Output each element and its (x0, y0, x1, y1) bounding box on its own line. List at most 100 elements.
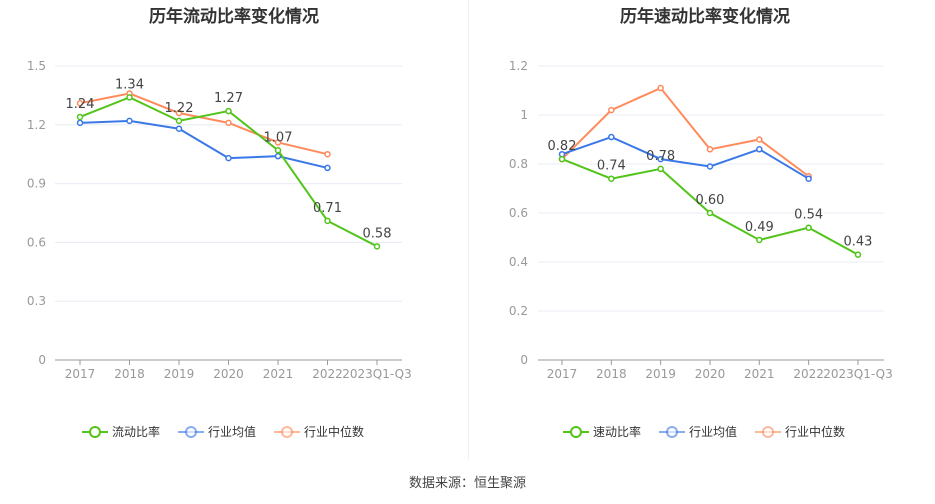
data-source: 数据来源：恒生聚源 (408, 476, 526, 491)
data-point-median (225, 119, 232, 127)
data-point-company (175, 117, 183, 125)
x-tick-label: 2020 (213, 367, 244, 381)
legend-label: 行业中位数 (304, 424, 364, 439)
y-tick-label: 0.3 (27, 294, 46, 308)
data-point-median (608, 106, 615, 114)
data-point-company (274, 147, 282, 154)
data-point-mean (175, 125, 183, 132)
data-point-company (706, 209, 714, 217)
x-tick-label: 2022 (793, 367, 824, 381)
data-point-company (854, 251, 862, 258)
data-point-company (225, 107, 232, 115)
x-tick-label: 2021 (744, 367, 775, 381)
x-tick-label: 2017 (547, 367, 578, 381)
data-point-median (657, 84, 664, 92)
x-tick-label: 2018 (114, 367, 145, 381)
data-point-mean (225, 154, 232, 162)
data-point-median (274, 139, 282, 146)
data-point-company (324, 217, 331, 225)
data-label: 0.58 (363, 226, 392, 241)
chart-title: 历年速动比率变化情况 (620, 6, 790, 27)
data-point-median (76, 99, 84, 107)
data-label: 1.34 (115, 77, 144, 92)
data-point-company (608, 175, 615, 182)
x-tick-label: 2019 (645, 367, 676, 381)
data-label: 1.22 (165, 101, 194, 116)
data-point-median (706, 146, 714, 153)
data-point-company (76, 113, 84, 121)
y-tick-label: 0.6 (509, 206, 528, 220)
y-tick-label: 1.5 (27, 59, 46, 73)
data-label: 0.43 (844, 235, 873, 250)
x-tick-label: 2020 (695, 367, 726, 381)
legend-marker-icon (185, 426, 197, 438)
series-line-median (561, 86, 810, 178)
data-point-median (756, 136, 763, 143)
chart-2: 历年速动比率变化情况 0 0.2 0.4 0.6 0.8 1 1.2 2017 2018 2019 2… (509, 6, 893, 439)
legend-label: 行业中位数 (785, 424, 845, 439)
data-point-mean (274, 152, 282, 160)
y-tick-label: 0.9 (27, 177, 46, 191)
x-tick-label: 2022 (312, 367, 343, 381)
y-tick-label: 0.6 (27, 235, 46, 249)
x-tick-label: 2017 (65, 367, 96, 381)
data-label: 0.71 (313, 201, 342, 216)
series-line-mean (79, 119, 328, 169)
data-point-mean (805, 175, 812, 182)
legend-marker-icon (762, 426, 774, 438)
data-label: 0.60 (696, 193, 725, 208)
data-point-median (175, 109, 183, 117)
legend-marker-icon (666, 426, 678, 438)
data-point-company (805, 224, 812, 231)
data-point-median (324, 150, 331, 158)
data-point-company (126, 94, 133, 101)
data-point-mean (706, 163, 714, 170)
data-label: 0.49 (745, 220, 774, 235)
data-point-mean (657, 155, 664, 163)
legend-item-mean: 行业均值 (659, 424, 737, 439)
data-point-company (756, 236, 763, 244)
legend-label: 行业均值 (208, 424, 256, 439)
data-point-company (657, 165, 664, 173)
legend-item-median: 行业中位数 (274, 424, 364, 439)
data-point-company (373, 243, 381, 250)
y-tick-label: 0 (520, 353, 528, 367)
chart-1: 历年流动比率变化情况 0 0.3 0.6 0.9 1.2 1.5 2017 2018 2019 20… (27, 6, 412, 439)
legend-label: 流动比率 (112, 424, 160, 439)
data-point-mean (126, 117, 133, 125)
y-tick-label: 0.2 (509, 304, 528, 318)
data-point-company (558, 155, 566, 163)
series-line-mean (561, 135, 810, 180)
data-label: 1.24 (66, 97, 95, 112)
data-point-mean (608, 133, 615, 141)
data-label: 0.74 (597, 159, 626, 174)
x-tick-label: 2019 (164, 367, 195, 381)
legend-item-company: 流动比率 (82, 424, 160, 439)
data-label: 1.27 (214, 91, 243, 106)
data-label: 0.82 (548, 139, 577, 154)
x-tick-label: 2021 (263, 367, 294, 381)
data-point-mean (76, 119, 84, 127)
series-line-median (79, 92, 328, 156)
legend-marker-icon (570, 426, 582, 438)
y-tick-label: 0.4 (509, 255, 528, 269)
legend-label: 速动比率 (593, 424, 641, 439)
legend-item-company: 速动比率 (563, 424, 641, 439)
y-tick-label: 1 (520, 108, 528, 122)
data-point-mean (756, 146, 763, 153)
data-label: 0.78 (646, 149, 675, 164)
x-tick-label: 2018 (596, 367, 627, 381)
data-point-mean (324, 164, 331, 172)
data-label: 0.54 (794, 208, 823, 223)
y-tick-label: 0.8 (509, 157, 528, 171)
legend-label: 行业均值 (689, 424, 737, 439)
legend-item-median: 行业中位数 (755, 424, 845, 439)
x-tick-label: 2023Q1-Q3 (823, 367, 892, 381)
chart-divider (468, 0, 469, 460)
legend-marker-icon (89, 426, 101, 438)
y-tick-label: 1.2 (509, 59, 528, 73)
x-tick-label: 2023Q1-Q3 (342, 367, 411, 381)
chart-title: 历年流动比率变化情况 (149, 6, 319, 27)
y-tick-label: 1.2 (27, 118, 46, 132)
